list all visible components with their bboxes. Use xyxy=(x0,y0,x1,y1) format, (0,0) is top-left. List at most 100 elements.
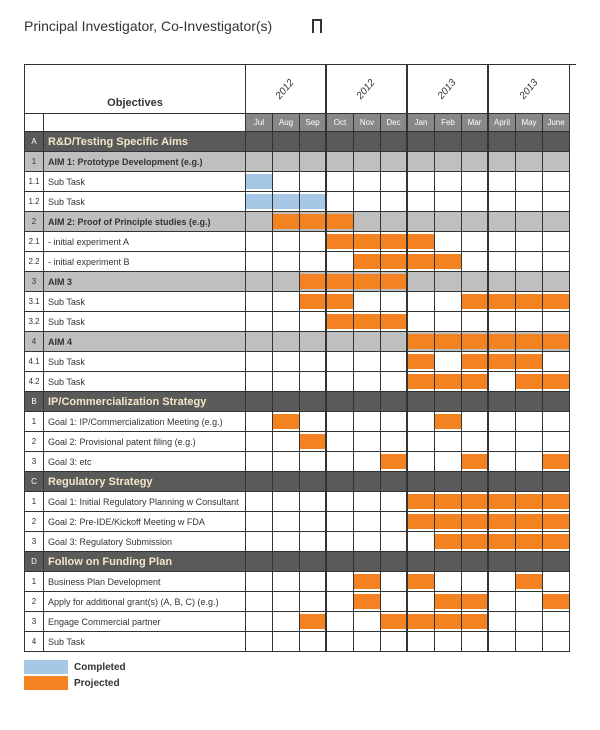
task-row: 3.1Sub Task xyxy=(24,292,576,312)
gantt-cell xyxy=(381,172,408,192)
gantt-cell xyxy=(462,312,489,332)
gantt-cell xyxy=(543,172,570,192)
task-row: 1Goal 1: Initial Regulatory Planning w C… xyxy=(24,492,576,512)
gantt-cell xyxy=(489,152,516,172)
gantt-bar xyxy=(300,274,326,289)
gantt-cell xyxy=(462,392,489,412)
gantt-bar xyxy=(381,614,407,629)
gantt-cell xyxy=(408,352,435,372)
gantt-cell xyxy=(246,532,273,552)
gantt-body: AR&D/Testing Specific Aims1AIM 1: Protot… xyxy=(24,132,576,652)
gantt-cell xyxy=(273,512,300,532)
gantt-cell xyxy=(354,632,381,652)
row-id: 1 xyxy=(24,492,44,512)
gantt-cell xyxy=(408,512,435,532)
row-id: 2 xyxy=(24,432,44,452)
row-id: C xyxy=(24,472,44,492)
month-header-cell: Dec xyxy=(381,114,408,132)
gantt-cell xyxy=(489,492,516,512)
gantt-cell xyxy=(246,292,273,312)
gantt-cell xyxy=(381,372,408,392)
task-row: 2Goal 2: Provisional patent filing (e.g.… xyxy=(24,432,576,452)
legend-label: Projected xyxy=(74,678,120,689)
gantt-bar xyxy=(300,434,325,449)
gantt-cell xyxy=(381,212,408,232)
gantt-bar xyxy=(273,194,300,209)
gantt-bar xyxy=(408,374,435,389)
task-row: 1Goal 1: IP/Commercialization Meeting (e… xyxy=(24,412,576,432)
gantt-cell xyxy=(246,612,273,632)
gantt-cell xyxy=(246,252,273,272)
gantt-bar xyxy=(435,534,462,549)
gantt-cell xyxy=(435,452,462,472)
gantt-bar xyxy=(408,614,435,629)
gantt-cell xyxy=(462,432,489,452)
gantt-cell xyxy=(381,452,408,472)
gantt-cell xyxy=(273,572,300,592)
gantt-cell xyxy=(516,252,543,272)
row-label: Sub Task xyxy=(44,372,246,392)
gantt-cell xyxy=(273,352,300,372)
row-label: Sub Task xyxy=(44,292,246,312)
gantt-cell xyxy=(381,232,408,252)
gantt-bar xyxy=(435,494,462,509)
gantt-bar xyxy=(489,534,516,549)
gantt-bar xyxy=(246,194,273,209)
section-row: DFollow on Funding Plan xyxy=(24,552,576,572)
year-cell: 2012 xyxy=(327,65,408,114)
gantt-cell xyxy=(246,312,273,332)
row-id: 1.2 xyxy=(24,192,44,212)
gantt-cell xyxy=(462,372,489,392)
gantt-cell xyxy=(381,192,408,212)
gantt-cell xyxy=(408,312,435,332)
gantt-cell xyxy=(489,632,516,652)
gantt-cell xyxy=(489,132,516,152)
gantt-cell xyxy=(354,352,381,372)
month-header-cell: Mar xyxy=(462,114,489,132)
gantt-cell xyxy=(381,592,408,612)
gantt-cell xyxy=(327,252,354,272)
gantt-cell xyxy=(435,612,462,632)
gantt-cell xyxy=(354,552,381,572)
gantt-cell xyxy=(408,552,435,572)
gantt-cell xyxy=(273,312,300,332)
gantt-cell xyxy=(354,592,381,612)
row-id: 3 xyxy=(24,272,44,292)
gantt-cell xyxy=(543,372,570,392)
gantt-cell xyxy=(273,452,300,472)
legend-projected: Projected xyxy=(24,676,576,690)
row-label: Sub Task xyxy=(44,192,246,212)
gantt-cell xyxy=(408,592,435,612)
gantt-cell xyxy=(462,612,489,632)
gantt-cell xyxy=(246,172,273,192)
gantt-cell xyxy=(273,492,300,512)
gantt-cell xyxy=(327,172,354,192)
row-label: Apply for additional grant(s) (A, B, C) … xyxy=(44,592,246,612)
gantt-bar xyxy=(462,334,488,349)
gantt-bar xyxy=(516,514,543,529)
row-id: 1 xyxy=(24,572,44,592)
gantt-cell xyxy=(462,492,489,512)
gantt-bar xyxy=(435,254,461,269)
gantt-cell xyxy=(327,232,354,252)
gantt-cell xyxy=(354,432,381,452)
gantt-cell xyxy=(516,572,543,592)
gantt-cell xyxy=(381,252,408,272)
gantt-bar xyxy=(462,514,488,529)
gantt-bar xyxy=(381,274,406,289)
gantt-cell xyxy=(246,352,273,372)
row-label: Goal 3: etc xyxy=(44,452,246,472)
gantt-cell xyxy=(381,272,408,292)
gantt-bar xyxy=(435,334,462,349)
row-id: B xyxy=(24,392,44,412)
gantt-cell xyxy=(543,192,570,212)
gantt-cell xyxy=(462,532,489,552)
gantt-cell xyxy=(246,372,273,392)
gantt-cell xyxy=(516,332,543,352)
page-title: Principal Investigator, Co-Investigator(… xyxy=(24,18,576,34)
gantt-cell xyxy=(246,592,273,612)
gantt-cell xyxy=(462,452,489,472)
gantt-cell xyxy=(273,132,300,152)
gantt-bar xyxy=(489,494,516,509)
gantt-cell xyxy=(435,132,462,152)
